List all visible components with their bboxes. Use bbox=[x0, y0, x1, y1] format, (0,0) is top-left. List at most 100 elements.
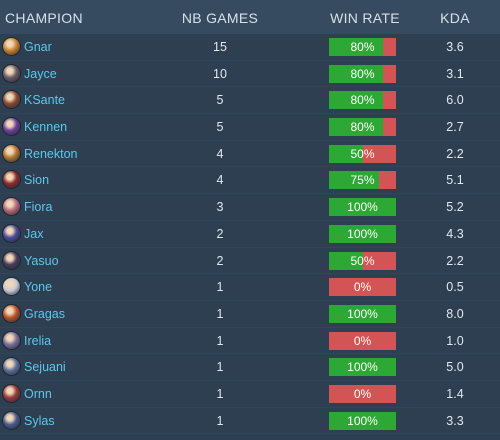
jayce-portrait-icon bbox=[3, 64, 20, 82]
table-header: CHAMPION NB GAMES WIN RATE KDA bbox=[0, 0, 500, 34]
games-count: 3 bbox=[216, 200, 224, 215]
win-rate-bar: 80% bbox=[329, 38, 396, 56]
champion-name[interactable]: Yasuo bbox=[24, 253, 59, 268]
champion-name[interactable]: Jayce bbox=[24, 66, 57, 81]
kda-value: 1.4 bbox=[446, 386, 464, 401]
champion-name[interactable]: Renekton bbox=[24, 146, 78, 161]
champion-name[interactable]: Fiora bbox=[24, 200, 53, 215]
win-rate-fill bbox=[329, 198, 396, 217]
win-rate-bar: 100% bbox=[329, 224, 396, 243]
jax-portrait-icon bbox=[3, 224, 20, 242]
table-row[interactable]: Jayce 10 80% 3.1 bbox=[0, 61, 500, 88]
win-rate-bar: 50% bbox=[329, 144, 396, 163]
win-rate-fill bbox=[329, 251, 363, 270]
table-row[interactable]: Kennen 5 80% 2.7 bbox=[0, 114, 500, 141]
win-rate-bar: 80% bbox=[329, 64, 396, 83]
header-champion[interactable]: CHAMPION bbox=[5, 10, 83, 26]
win-rate-fill bbox=[329, 64, 383, 83]
win-rate-bar: 0% bbox=[329, 384, 396, 403]
champion-name[interactable]: Kennen bbox=[24, 120, 68, 135]
games-count: 4 bbox=[216, 146, 224, 161]
table-row[interactable]: Yone 1 0% 0.5 bbox=[0, 274, 500, 301]
kda-value: 2.7 bbox=[446, 120, 464, 135]
kennen-portrait-icon bbox=[3, 118, 20, 136]
champion-name[interactable]: Gnar bbox=[24, 40, 52, 54]
sion-portrait-icon bbox=[3, 171, 20, 189]
gnar-portrait-icon bbox=[3, 38, 20, 55]
win-rate-fill bbox=[329, 358, 396, 377]
win-rate-value: 100% bbox=[347, 200, 378, 215]
win-rate-bar: 50% bbox=[329, 251, 396, 270]
kda-value: 1.0 bbox=[446, 333, 464, 348]
champion-name[interactable]: Sion bbox=[24, 173, 50, 188]
kda-value: 6.0 bbox=[446, 93, 464, 108]
win-rate-bar: 0% bbox=[329, 331, 396, 350]
table-row[interactable]: Irelia 1 0% 1.0 bbox=[0, 328, 500, 355]
games-count: 10 bbox=[213, 66, 227, 81]
table-row[interactable]: Sion 4 75% 5.1 bbox=[0, 167, 500, 195]
kda-value: 2.2 bbox=[446, 253, 464, 268]
champion-name[interactable]: Irelia bbox=[24, 333, 52, 348]
kda-value: 3.6 bbox=[446, 40, 464, 54]
champion-name[interactable]: Ornn bbox=[24, 386, 52, 401]
win-rate-bar: 100% bbox=[329, 304, 396, 323]
table-row[interactable]: Sylas 1 100% 3.3 bbox=[0, 408, 500, 435]
win-rate-fill bbox=[329, 304, 396, 323]
header-games[interactable]: NB GAMES bbox=[181, 10, 259, 26]
table-row[interactable]: Gragas 1 100% 8.0 bbox=[0, 301, 500, 328]
win-rate-value: 100% bbox=[347, 306, 378, 321]
kda-value: 5.1 bbox=[446, 173, 464, 188]
header-win-rate[interactable]: WIN RATE bbox=[330, 10, 400, 26]
win-rate-bar: 75% bbox=[329, 171, 396, 190]
table-row[interactable]: Ornn 1 0% 1.4 bbox=[0, 381, 500, 408]
header-kda[interactable]: KDA bbox=[440, 10, 470, 26]
win-rate-fill bbox=[329, 118, 383, 137]
win-rate-value: 80% bbox=[350, 93, 375, 108]
win-rate-bar: 100% bbox=[329, 358, 396, 377]
win-rate-value: 80% bbox=[350, 120, 375, 135]
games-count: 2 bbox=[216, 253, 224, 268]
champion-name[interactable]: Yone bbox=[24, 280, 53, 295]
champion-name[interactable]: Gragas bbox=[24, 306, 65, 321]
table-row[interactable]: Gnar 15 80% 3.6 bbox=[0, 34, 500, 61]
champion-name[interactable]: KSante bbox=[24, 93, 66, 108]
champion-name[interactable]: Sejuani bbox=[24, 360, 66, 375]
games-count: 4 bbox=[216, 173, 224, 188]
win-rate-fill bbox=[329, 224, 396, 243]
kda-value: 3.3 bbox=[446, 413, 464, 428]
yone-portrait-icon bbox=[3, 278, 20, 296]
win-rate-value: 100% bbox=[347, 226, 378, 241]
champion-name[interactable]: Jax bbox=[24, 226, 44, 241]
kda-value: 3.1 bbox=[446, 66, 464, 81]
table-row[interactable]: Fiora 3 100% 5.2 bbox=[0, 194, 500, 221]
ksante-portrait-icon bbox=[3, 91, 20, 109]
win-rate-fill bbox=[329, 171, 380, 190]
games-count: 5 bbox=[216, 93, 224, 108]
win-rate-value: 0% bbox=[353, 333, 372, 348]
games-count: 1 bbox=[216, 333, 224, 348]
kda-value: 0.5 bbox=[446, 280, 464, 295]
games-count: 1 bbox=[216, 280, 224, 295]
sejuani-portrait-icon bbox=[3, 358, 20, 376]
win-rate-fill bbox=[329, 91, 383, 110]
win-rate-value: 0% bbox=[353, 386, 372, 401]
win-rate-value: 50% bbox=[350, 146, 375, 161]
table-row[interactable]: Renekton 4 50% 2.2 bbox=[0, 141, 500, 168]
win-rate-bar: 100% bbox=[329, 198, 396, 217]
table-body: Gnar 15 80% 3.6 Jayce 10 80% 3.1 KSante 5 80% 6.0 Ke… bbox=[0, 34, 500, 435]
games-count: 1 bbox=[216, 360, 224, 375]
win-rate-bar: 80% bbox=[329, 91, 396, 110]
kda-value: 5.2 bbox=[446, 200, 464, 215]
renekton-portrait-icon bbox=[3, 144, 20, 162]
sylas-portrait-icon bbox=[3, 411, 20, 429]
games-count: 1 bbox=[216, 386, 224, 401]
kda-value: 2.2 bbox=[446, 146, 464, 161]
champion-name[interactable]: Sylas bbox=[24, 413, 55, 428]
table-row[interactable]: Jax 2 100% 4.3 bbox=[0, 221, 500, 248]
table-row[interactable]: Sejuani 1 100% 5.0 bbox=[0, 354, 500, 381]
win-rate-fill bbox=[329, 144, 363, 163]
kda-value: 5.0 bbox=[446, 360, 464, 375]
table-row[interactable]: KSante 5 80% 6.0 bbox=[0, 87, 500, 115]
table-row[interactable]: Yasuo 2 50% 2.2 bbox=[0, 248, 500, 275]
